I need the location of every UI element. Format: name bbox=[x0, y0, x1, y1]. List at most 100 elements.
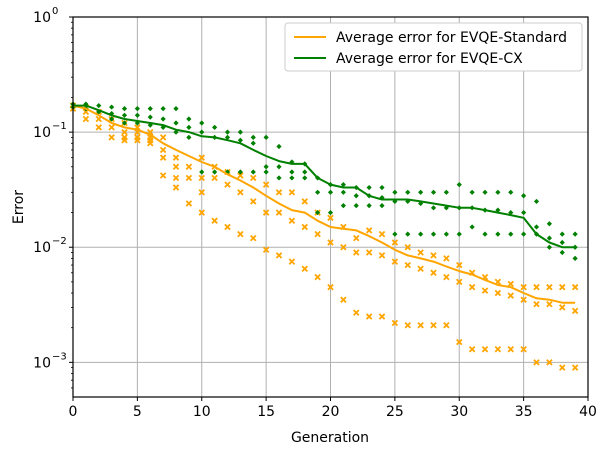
standard-run-point bbox=[468, 283, 476, 291]
x-tick-label: 0 bbox=[69, 404, 78, 420]
standard-run-point bbox=[198, 154, 205, 161]
cx-run-point bbox=[199, 169, 205, 175]
standard-run-point bbox=[262, 181, 270, 188]
standard-run-point bbox=[546, 300, 553, 308]
cx-run-point bbox=[392, 231, 398, 237]
cx-run-point bbox=[405, 231, 411, 237]
standard-run-point bbox=[314, 230, 321, 238]
cx-run-point bbox=[559, 231, 565, 237]
y-tick-exponent: 0 bbox=[52, 6, 58, 17]
cx-run-point bbox=[353, 202, 359, 209]
standard-run-point bbox=[494, 289, 502, 297]
cx-run-point bbox=[250, 134, 256, 140]
standard-run-point bbox=[378, 252, 386, 259]
standard-run-point bbox=[159, 146, 167, 154]
standard-run-point bbox=[391, 319, 399, 327]
legend-label-standard: Average error for EVQE-Standard bbox=[336, 30, 567, 46]
y-tick-label: 10 bbox=[33, 10, 51, 26]
standard-run-point bbox=[198, 189, 205, 196]
standard-run-point bbox=[250, 198, 257, 205]
standard-run-point bbox=[121, 137, 128, 144]
standard-run-point bbox=[159, 172, 167, 179]
cx-run-point bbox=[546, 221, 552, 227]
cx-run-point bbox=[186, 116, 192, 122]
standard-run-point bbox=[443, 273, 450, 281]
cx-run-point bbox=[224, 134, 231, 140]
cx-run-point bbox=[134, 106, 140, 112]
y-axis-label: Error bbox=[11, 190, 27, 224]
standard-run-point bbox=[224, 181, 231, 188]
standard-run-point bbox=[391, 258, 399, 265]
standard-run-point bbox=[301, 198, 308, 205]
standard-run-point bbox=[237, 189, 244, 196]
y-tick-exponent: −1 bbox=[52, 121, 67, 132]
x-tick-label: 15 bbox=[257, 404, 275, 420]
cx-run-point bbox=[405, 189, 411, 195]
standard-run-point bbox=[288, 217, 296, 224]
cx-run-point bbox=[430, 231, 437, 237]
cx-run-point bbox=[263, 134, 269, 140]
cx-run-point bbox=[276, 143, 282, 150]
cx-run-point bbox=[237, 137, 243, 143]
cx-run-point bbox=[327, 209, 334, 216]
standard-run-point bbox=[147, 140, 154, 147]
standard-run-point bbox=[546, 359, 553, 366]
legend-label-cx: Average error for EVQE-CX bbox=[336, 51, 523, 67]
standard-run-point bbox=[533, 283, 540, 291]
cx-run-point bbox=[366, 202, 372, 209]
standard-run-point bbox=[481, 287, 489, 294]
standard-run-point bbox=[546, 283, 553, 291]
cx-run-point bbox=[546, 235, 552, 241]
y-tick-exponent: −2 bbox=[52, 236, 67, 247]
cx-run-point bbox=[121, 120, 128, 126]
cx-run-point bbox=[212, 124, 218, 130]
standard-run-point bbox=[378, 313, 386, 320]
standard-run-point bbox=[430, 252, 437, 259]
standard-run-point bbox=[198, 209, 205, 216]
standard-run-point bbox=[340, 243, 347, 251]
standard-run-point bbox=[430, 322, 437, 329]
legend: Average error for EVQE-Standard Average … bbox=[284, 22, 583, 72]
standard-run-point bbox=[301, 265, 308, 273]
y-tick-label: 10 bbox=[33, 240, 51, 256]
standard-run-point bbox=[237, 172, 244, 179]
standard-run-point bbox=[185, 163, 193, 171]
standard-run-point bbox=[159, 134, 167, 141]
cx-run-point bbox=[521, 231, 527, 237]
cx-run-point bbox=[147, 114, 153, 120]
cx-run-point bbox=[495, 189, 501, 195]
standard-run-point bbox=[108, 124, 115, 131]
standard-run-point bbox=[443, 255, 450, 262]
cx-run-point bbox=[237, 129, 243, 135]
standard-run-point bbox=[456, 278, 463, 286]
cx-run-point bbox=[224, 129, 231, 135]
standard-run-point bbox=[275, 252, 283, 259]
cx-run-point bbox=[109, 116, 115, 122]
standard-run-point bbox=[404, 243, 411, 251]
cx-run-point bbox=[572, 231, 578, 237]
standard-run-point bbox=[456, 338, 463, 346]
standard-run-point bbox=[533, 300, 540, 308]
cx-run-point bbox=[327, 189, 334, 195]
cx-run-point bbox=[315, 209, 321, 216]
standard-run-point bbox=[353, 309, 360, 316]
cx-run-point bbox=[109, 110, 115, 117]
cx-run-point bbox=[572, 244, 578, 250]
cx-run-point bbox=[340, 182, 346, 188]
cx-run-point bbox=[186, 124, 192, 130]
standard-run-point bbox=[507, 345, 514, 353]
cx-run-point bbox=[379, 184, 385, 191]
cx-run-point bbox=[379, 202, 385, 209]
standard-run-point bbox=[185, 200, 193, 207]
standard-run-point bbox=[301, 223, 308, 231]
standard-run-point bbox=[327, 214, 334, 222]
standard-run-point bbox=[430, 269, 437, 277]
cx-run-point bbox=[572, 255, 578, 261]
cx-run-point bbox=[508, 231, 514, 237]
cx-run-point bbox=[212, 169, 218, 175]
cx-run-point bbox=[443, 189, 449, 195]
standard-run-point bbox=[559, 364, 566, 371]
standard-run-point bbox=[275, 189, 283, 196]
standard-run-point bbox=[571, 307, 579, 315]
cx-run-point bbox=[109, 104, 115, 110]
